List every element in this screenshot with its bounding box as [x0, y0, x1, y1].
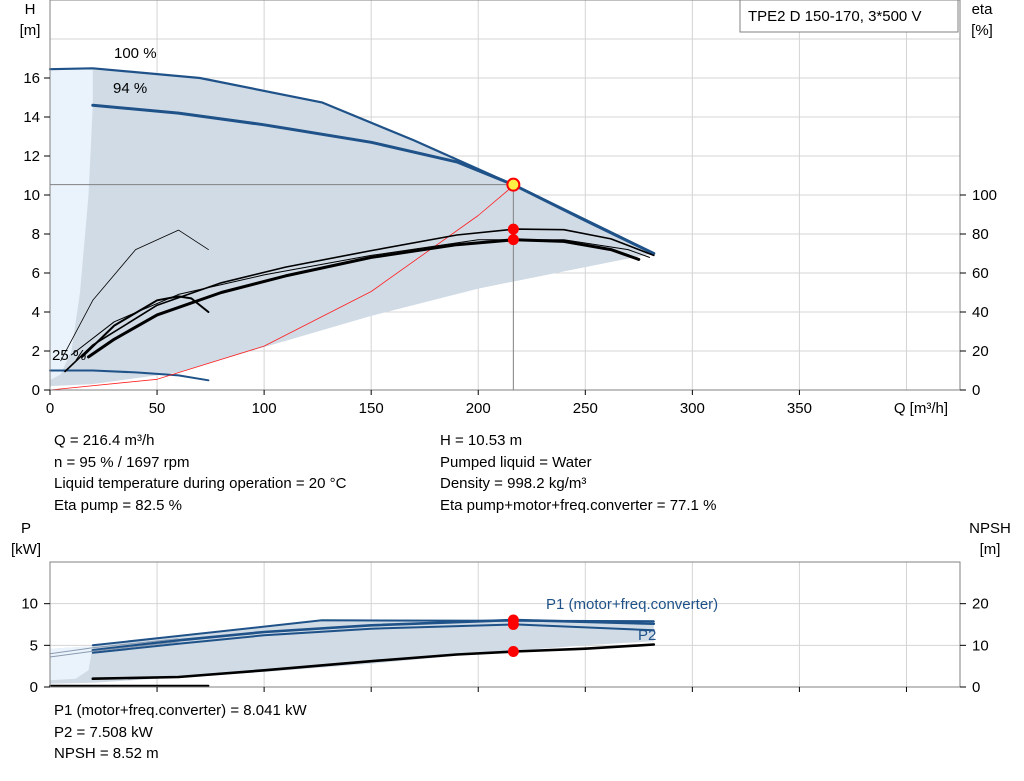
duty-point-eta-pump [507, 223, 519, 235]
upper-x-tick-label: 350 [787, 400, 812, 417]
info-liquid-temperature: Liquid temperature during operation = 20… [54, 475, 347, 492]
info-eta-pump: Eta pump = 82.5 % [54, 496, 182, 514]
lower-y-label-left-2: [kW] [11, 541, 41, 558]
title-box-frame [739, 0, 959, 33]
upper-y-tick-label-right: 80 [972, 226, 989, 243]
info-p2: P2 = 7.508 kW [54, 723, 153, 741]
curve-p-low-speed [49, 641, 179, 658]
lower-y-tick-label-right: 0 [972, 679, 980, 696]
curve-eta-pump [64, 228, 655, 373]
low-flow-power-region [50, 646, 93, 681]
upper-x-tick-label: 250 [573, 400, 598, 417]
upper-x-tick-label: 50 [149, 400, 166, 417]
upper-y-tick-label-left: 12 [23, 148, 40, 165]
lower-operating-region [50, 619, 654, 684]
lower-plot-frame [49, 561, 961, 688]
upper-y-label-left-1: H [25, 1, 36, 18]
upper-y-label-right-1: eta [972, 1, 994, 18]
upper-duty-point [506, 177, 521, 246]
curve-p1-100 [91, 619, 655, 647]
info-npsh: NPSH = 8.52 m [54, 745, 159, 762]
info-eta-total: Eta pump+motor+freq.converter = 77.1 % [440, 496, 717, 514]
upper-chart: 0 50 100 150 200 250 300 350 0 2 4 6 8 10 12 14 16 0 20 40 6… [20, 0, 997, 417]
lower-series [49, 618, 656, 687]
upper-y-tick-label-left: 10 [23, 187, 40, 204]
upper-y-tick-label-left: 8 [32, 226, 40, 243]
lower-y-tick-label-left: 0 [30, 679, 38, 696]
info-p1: P1 (motor+freq.converter) = 8.041 kW [54, 702, 307, 719]
upper-y-tick-label-left: 16 [23, 70, 40, 87]
upper-y-tick-label-left: 0 [32, 382, 40, 399]
curve-speed-94 [91, 103, 656, 255]
upper-x-tick-label: 150 [359, 400, 384, 417]
curve-eta-total-25 [81, 295, 210, 358]
lower-y-tick-label-right: 10 [972, 637, 989, 654]
curve-npsh [91, 643, 656, 680]
upper-axes: 0 50 100 150 200 250 300 350 0 2 4 6 8 10 12 14 16 0 20 40 6… [23, 70, 997, 417]
curve-p2 [91, 623, 655, 654]
upper-series [48, 67, 656, 391]
annotation-p2: P2 [638, 627, 656, 644]
upper-y-tick-label-left: 6 [32, 265, 40, 282]
duty-point-head [506, 177, 521, 192]
lower-y-tick-label-left: 5 [30, 637, 38, 654]
info-density: Density = 998.2 kg/m³ [440, 475, 587, 492]
curve-system-curve [49, 184, 515, 391]
curve-p-low-speed-2 [49, 638, 179, 655]
lower-duty-points [507, 614, 519, 657]
upper-y-tick-label-left: 4 [32, 304, 40, 321]
upper-x-tick-label: 100 [252, 400, 277, 417]
title-box: TPE2 D 150-170, 3*500 V [739, 0, 959, 33]
info-top-right: H = 10.53 m Pumped liquid = Water Densit… [440, 430, 716, 516]
curve-speed-25 [49, 369, 210, 382]
power-region [50, 619, 654, 684]
lower-y-tick-label-right: 20 [972, 596, 989, 613]
duty-point-npsh [507, 646, 519, 657]
info-bottom: P1 (motor+freq.converter) = 8.041 kW P2 … [54, 700, 307, 765]
lower-chart: 0 5 10 0 10 20 P [kW] NPSH [m] P1 (motor+freq… [11, 520, 1011, 696]
annotation-p1: P1 (motor+freq.converter) [546, 596, 718, 613]
annotation-94-percent: 94 % [113, 80, 147, 97]
lower-y-label-right-2: [m] [980, 541, 1001, 558]
info-flow: Q = 216.4 m³/h [54, 432, 155, 449]
upper-y-tick-label-right: 0 [972, 382, 980, 399]
curve-eta-pump-25 [60, 229, 209, 362]
annotation-100-percent: 100 % [114, 45, 157, 62]
upper-y-tick-label-left: 14 [23, 109, 40, 126]
operating-region [50, 68, 654, 387]
upper-y-label-right-2: [%] [971, 22, 993, 39]
info-pumped-liquid: Pumped liquid = Water [440, 453, 592, 471]
upper-y-tick-label-left: 2 [32, 343, 40, 360]
annotation-25-percent: 25 % [52, 347, 86, 364]
curve-eta-total [87, 238, 641, 359]
duty-point-eta-total [507, 234, 519, 246]
info-speed: n = 95 % / 1697 rpm [54, 453, 190, 471]
lower-axes: 0 5 10 0 10 20 [21, 596, 988, 696]
upper-x-tick-label: 0 [46, 400, 54, 417]
lower-y-label-right-1: NPSH [969, 520, 1011, 537]
upper-x-tick-label: 200 [466, 400, 491, 417]
lower-y-label-left-1: P [21, 520, 31, 537]
upper-y-tick-label-right: 20 [972, 343, 989, 360]
info-head: H = 10.53 m [440, 432, 523, 449]
upper-y-tick-label-right: 40 [972, 304, 989, 321]
upper-y-tick-label-right: 60 [972, 265, 989, 282]
low-flow-region [50, 68, 93, 381]
duty-point-p2 [507, 618, 519, 630]
upper-x-label: Q [m³/h] [894, 400, 948, 417]
info-top-left: Q = 216.4 m³/h n = 95 % / 1697 rpm Liqui… [54, 430, 346, 516]
lower-y-tick-label-left: 10 [21, 596, 38, 613]
chart-title: TPE2 D 150-170, 3*500 V [748, 8, 921, 25]
upper-y-label-left-2: [m] [20, 22, 41, 39]
upper-x-tick-label: 300 [680, 400, 705, 417]
upper-y-tick-label-right: 100 [972, 187, 997, 204]
